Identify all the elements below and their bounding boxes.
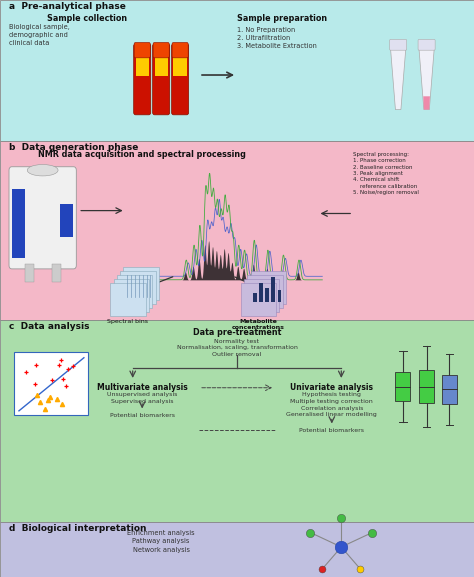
Bar [244,279,279,312]
Text: Biological sample,
demographic and
clinical data: Biological sample, demographic and clini… [9,24,70,46]
Bar [60,204,73,237]
Polygon shape [391,49,406,110]
FancyBboxPatch shape [153,44,170,115]
Bar [110,283,146,316]
Bar [136,58,149,76]
Text: Sample preparation: Sample preparation [237,14,327,24]
Bar [114,279,149,312]
Text: Hypothesis testing
Multiple testing correction
Correlation analysis
Generalised : Hypothesis testing Multiple testing corr… [286,392,377,417]
Bar [272,276,275,302]
Bar [259,283,263,302]
Text: 1. No Preparation
2. Ultrafiltration
3. Metabolite Extraction: 1. No Preparation 2. Ultrafiltration 3. … [237,27,317,48]
Text: Normality test
Normalisation, scaling, transformation
Outlier removal: Normality test Normalisation, scaling, t… [176,339,298,357]
Polygon shape [419,49,434,110]
Bar [0,320,474,522]
Text: Metabolite
concentrations: Metabolite concentrations [232,319,285,330]
Text: Multivariate analysis: Multivariate analysis [97,383,188,392]
Text: Spectral processing:
1. Phase correction
2. Baseline correction
3. Peak alignmen: Spectral processing: 1. Phase correction… [353,152,419,195]
Bar [241,283,276,316]
Text: Enrichment analysis
Pathway analysis
Network analysis: Enrichment analysis Pathway analysis Net… [128,530,195,553]
Text: Potential biomarkers: Potential biomarkers [109,413,175,418]
Bar [0,522,474,577]
Bar [120,271,155,304]
Text: a  Pre-analytical phase: a Pre-analytical phase [9,2,127,11]
Bar [14,352,88,415]
Bar [442,374,457,404]
Bar [419,370,434,403]
FancyBboxPatch shape [9,167,76,269]
Bar [247,275,283,308]
FancyBboxPatch shape [153,43,169,58]
Text: NMR data acquisition and spectral processing: NMR data acquisition and spectral proces… [38,150,246,159]
FancyBboxPatch shape [134,43,150,58]
Text: Data pre-treatment: Data pre-treatment [193,328,281,337]
Text: Sample collection: Sample collection [47,14,128,24]
FancyBboxPatch shape [172,44,189,115]
Bar [278,290,281,302]
Bar [12,189,26,258]
Bar [52,264,61,282]
FancyBboxPatch shape [418,39,435,50]
Bar [395,372,410,402]
FancyBboxPatch shape [134,44,151,115]
Bar [117,275,152,308]
Text: Potential biomarkers: Potential biomarkers [299,428,365,433]
Bar [254,293,256,302]
Ellipse shape [27,164,58,176]
FancyBboxPatch shape [172,43,188,58]
Bar [265,288,269,302]
Text: b  Data generation phase: b Data generation phase [9,143,139,152]
Text: Unsupervised analysis
Supervised analysis: Unsupervised analysis Supervised analysi… [107,392,177,404]
Bar [0,141,474,320]
FancyBboxPatch shape [390,39,407,50]
Bar [0,0,474,141]
Polygon shape [423,96,430,110]
Bar [123,267,159,300]
Text: c  Data analysis: c Data analysis [9,322,90,331]
Bar [26,264,34,282]
Bar [173,58,187,76]
Text: Spectral bins: Spectral bins [108,319,148,324]
Text: Univariate analysis: Univariate analysis [290,383,374,392]
Bar [155,58,168,76]
Text: d  Biological interpretation: d Biological interpretation [9,524,147,533]
Bar [251,271,286,304]
